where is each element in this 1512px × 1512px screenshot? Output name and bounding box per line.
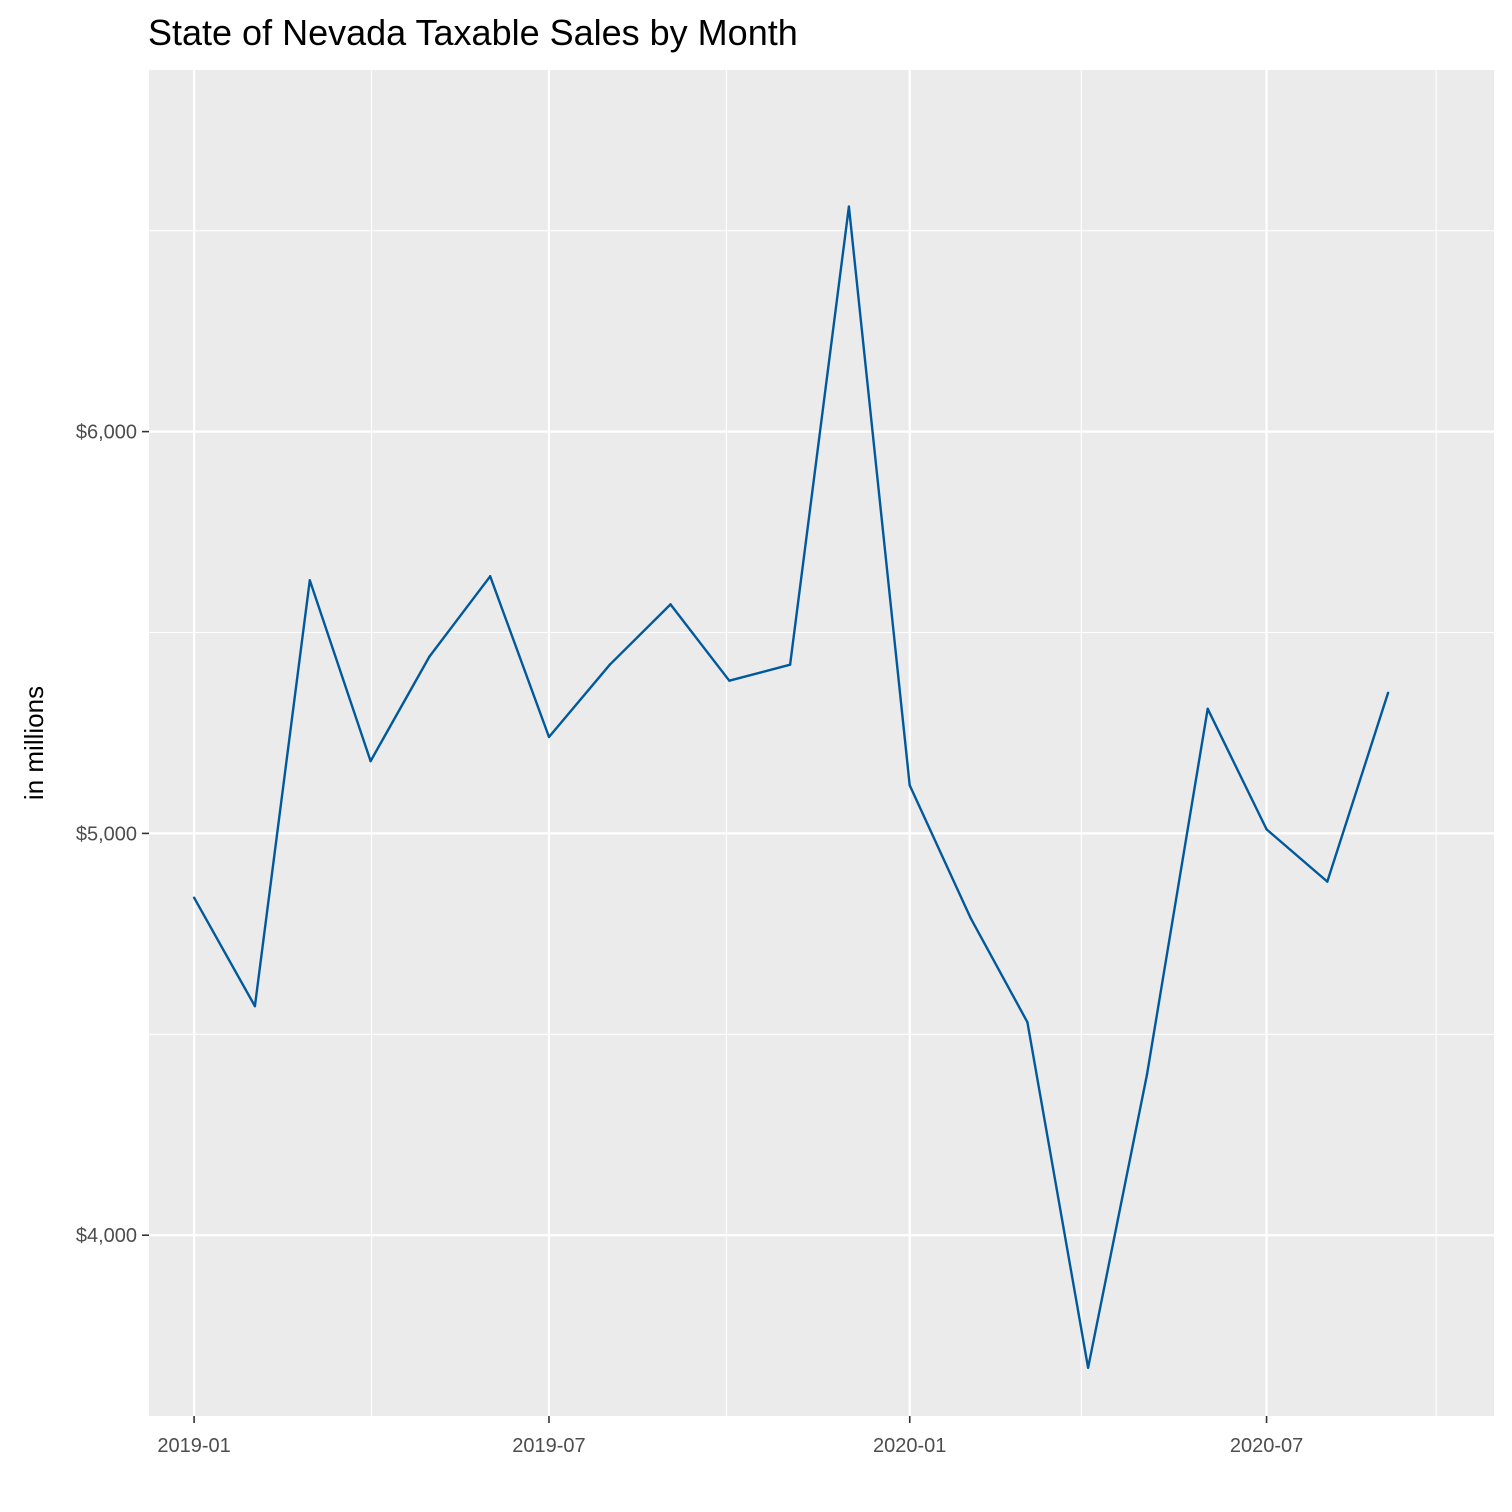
data-points <box>192 205 1390 1369</box>
data-point <box>1386 691 1390 694</box>
x-axis: 2019-01 2019-07 2020-01 2020-07 <box>157 1416 1303 1457</box>
minor-gridlines <box>149 70 1494 1416</box>
data-point <box>969 916 972 919</box>
data-point <box>1326 880 1329 883</box>
data-point <box>608 663 611 666</box>
data-point <box>1086 1366 1090 1369</box>
data-point <box>1026 1021 1029 1024</box>
x-tick-label: 2019-01 <box>157 1435 230 1457</box>
y-tick-label: $4,000 <box>76 1225 137 1247</box>
data-point <box>1265 828 1268 831</box>
data-point <box>308 579 311 582</box>
data-point <box>908 783 911 787</box>
data-point <box>1206 707 1209 711</box>
data-point <box>788 663 792 666</box>
data-point <box>253 1004 257 1008</box>
major-gridlines <box>149 70 1494 1416</box>
x-tick-label: 2020-01 <box>873 1435 946 1457</box>
data-point <box>428 655 431 658</box>
y-tick-label: $6,000 <box>76 422 137 444</box>
y-tick-label: $5,000 <box>76 823 137 845</box>
data-point <box>669 603 672 606</box>
data-point <box>847 205 851 208</box>
y-axis: $4,000 $5,000 $6,000 <box>76 422 149 1247</box>
data-point <box>1145 1073 1149 1076</box>
chart-title: State of Nevada Taxable Sales by Month <box>148 12 798 53</box>
data-point <box>547 735 551 739</box>
y-axis-title: in millions <box>19 686 49 800</box>
data-point <box>488 575 492 578</box>
data-point <box>369 759 372 763</box>
plot-panel <box>149 70 1494 1416</box>
data-point <box>192 896 196 899</box>
data-point <box>728 679 731 682</box>
x-tick-label: 2019-07 <box>512 1435 585 1457</box>
x-tick-label: 2020-07 <box>1230 1435 1303 1457</box>
